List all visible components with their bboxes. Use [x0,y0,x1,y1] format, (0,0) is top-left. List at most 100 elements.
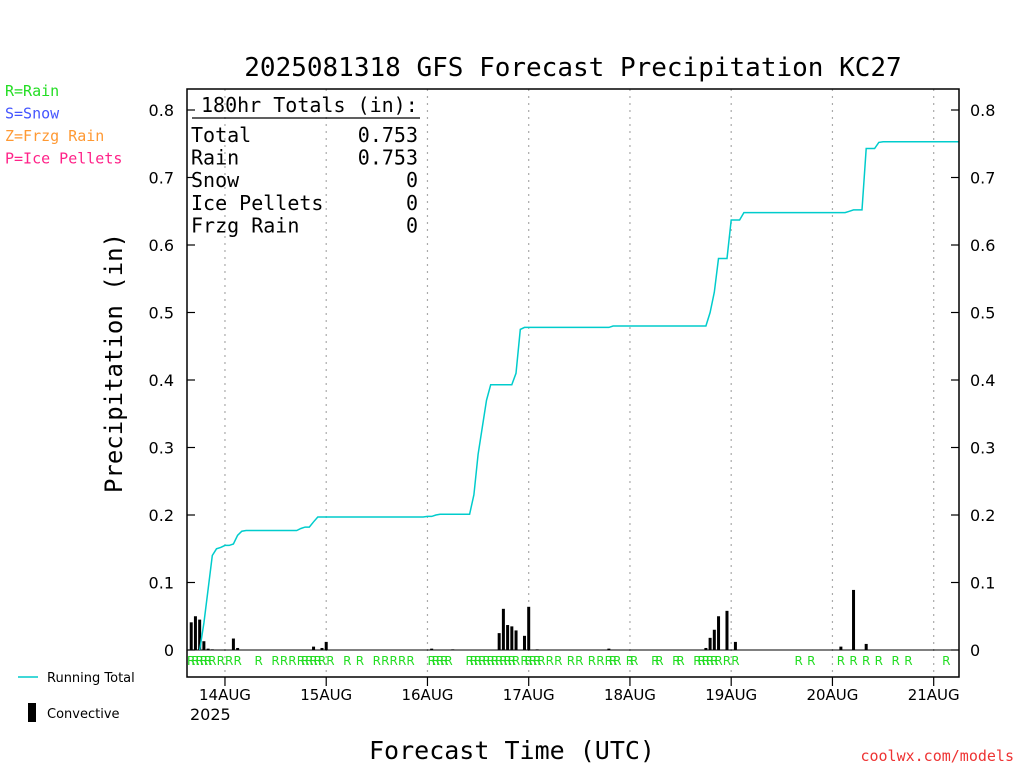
convective-bar [202,641,206,650]
precip-type-mark: R [398,654,406,668]
year-label: 2025 [190,705,231,724]
precip-type-mark: R [723,654,731,668]
convective-bar [231,638,235,650]
totals-row-value: 0 [406,191,418,215]
precip-type-mark: R [795,654,803,668]
convective-bar [852,589,856,650]
convective-bar [320,647,324,650]
precip-type-mark: R [487,654,495,668]
convective-bar [712,629,716,650]
precip-type-mark: R [904,654,912,668]
convective-bar [708,637,712,650]
y-axis-label: Precipitation (in) [100,233,128,493]
precip-type-mark: R [444,654,452,668]
convective-bar [704,647,708,650]
convective-bars [187,589,959,651]
precip-type-mark: R [271,654,279,668]
precip-type-mark: R [525,654,533,668]
running-total-line [198,140,959,651]
precip-type-mark: R [356,654,364,668]
precip-type-mark: R [255,654,263,668]
precip-type-mark: R [373,654,381,668]
precip-type-mark: R [862,654,870,668]
precip-type-mark: R [428,654,436,668]
y-tick-label: 0.5 [970,304,995,323]
precip-type-mark: R [651,654,659,668]
convective-bar [725,610,729,650]
y-tick-label: 0.4 [149,371,174,390]
precip-type-mark: R [495,654,503,668]
precip-type-mark: R [731,654,739,668]
convective-bar [189,622,193,650]
x-tick-label: 21AUG [908,686,960,704]
precip-type-mark: R [465,654,473,668]
convective-bar [193,616,197,650]
precip-type-mark: R [609,654,617,668]
convective-bar [607,648,611,650]
precip-type-mark: R [626,654,634,668]
precip-type-mark: R [875,654,883,668]
convective-bar [522,635,526,650]
totals-row-value: 0 [406,213,418,237]
totals-row-value: 0 [406,168,418,192]
x-tick-label: 20AUG [806,686,858,704]
convective-bar [206,648,210,650]
grid [224,89,935,677]
y-tick-label: 0 [970,641,980,660]
convective-bar [510,626,514,650]
x-axis: 14AUG 15AUG 16AUG 17AUG 18AUG 19AUG 20AUG 21AUG [199,677,960,704]
precip-type-mark: R [849,654,857,668]
totals-row-value: 0.753 [358,146,418,170]
precip-type-mark: R [693,654,701,668]
convective-bar [501,608,505,650]
precip-type-mark: R [478,654,486,668]
precip-type-mark: R [406,654,414,668]
x-tick-label: 18AUG [604,686,656,704]
y-tick-label: 0.4 [970,371,995,390]
precip-type-mark: R [892,654,900,668]
plot-frame [186,88,960,678]
convective-bar [506,625,510,650]
totals-row-label: Total [191,123,251,147]
precip-type-mark: R [288,654,296,668]
precip-type-legend-entry: P=Ice Pellets [5,150,122,168]
y-tick-label: 0.3 [970,439,995,458]
totals-heading: 180hr Totals (in): [201,93,418,117]
y-axis-left: 0 0.1 0.2 0.3 0.4 0.5 0.6 0.7 0.8 [149,101,195,660]
convective-bar [839,646,843,650]
precip-type-mark: R [191,654,199,668]
y-tick-label: 0 [164,641,174,660]
totals-row-label: Ice Pellets [191,191,323,215]
precip-type-mark: R [702,654,710,668]
precip-type-mark: R [596,654,604,668]
precip-type-mark: R [942,654,950,668]
convective-legend-label: Convective [47,707,120,722]
precip-type-mark: R [533,654,541,668]
precip-type-mark: R [195,654,203,668]
precip-type-mark: R [482,654,490,668]
x-tick-label: 17AUG [503,686,555,704]
precip-type-mark: R [710,654,718,668]
precip-type-mark: R [512,654,520,668]
y-axis-right: 0 0.1 0.2 0.3 0.4 0.5 0.6 0.7 0.8 [951,101,995,660]
precip-type-mark: R [204,654,212,668]
precip-type-mark: R [343,654,351,668]
precip-type-mark: R [676,654,684,668]
precip-type-mark: R [225,654,233,668]
precip-type-mark: R [233,654,241,668]
precip-type-mark: R [432,654,440,668]
precip-type-mark: R [520,654,528,668]
x-tick-label: 16AUG [401,686,453,704]
precip-type-mark: R [314,654,322,668]
precip-type-mark: R [567,654,575,668]
precip-type-mark: R [390,654,398,668]
precip-type-legend-entry: R=Rain [5,82,59,100]
chart-title: 2025081318 GFS Forecast Precipitation KC… [244,53,901,83]
precip-type-mark: R [546,654,554,668]
convective-bar [324,641,328,650]
x-tick-label: 19AUG [705,686,757,704]
y-tick-label: 0.8 [149,101,174,120]
precip-type-legend-entry: S=Snow [5,105,60,123]
